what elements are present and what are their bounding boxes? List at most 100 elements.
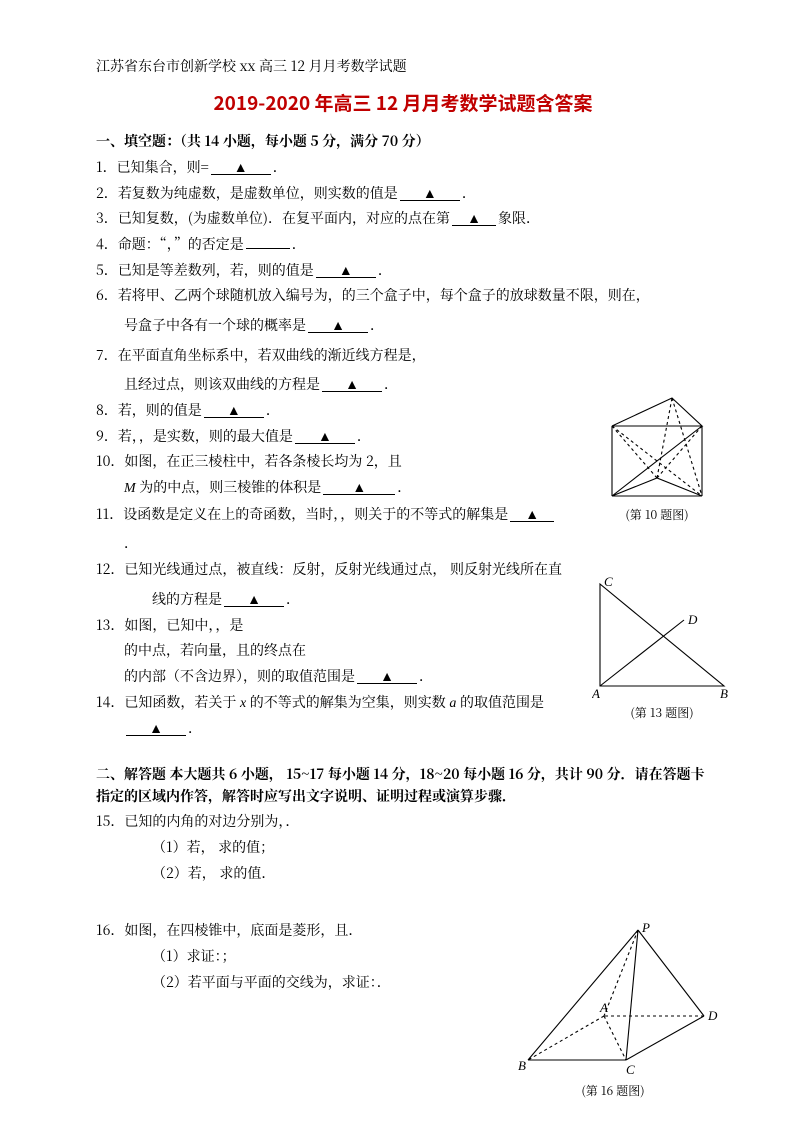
q1: 1．已知集合，则=▲． [96, 157, 710, 179]
q6b-text: 号盒子中各有一个球的概率是 [124, 315, 306, 335]
q7-line2: 且经过点，则该双曲线的方程是▲． [96, 374, 710, 396]
label-c: C [604, 576, 613, 589]
q5-blank: ▲ [316, 263, 376, 278]
q14-blank: ▲ [126, 721, 186, 736]
q10-blank: ▲ [323, 480, 395, 495]
q5-end: ． [378, 260, 392, 280]
q12a-text: 已知光线通过点，被直线：反射，反射光线通过点， 则反射光线所在直 [124, 559, 562, 579]
label-d2: D [707, 1008, 718, 1023]
q9-end: ． [357, 426, 371, 446]
label-p: P [641, 920, 650, 935]
label-d: D [687, 612, 698, 627]
figure-q13-caption: (第 13 题图) [592, 704, 732, 723]
q6-blank: ▲ [308, 318, 368, 333]
q11-end: ． [96, 533, 710, 555]
header-subtitle: 江苏省东台市创新学校 xx 高三 12 月月考数学试题 [96, 56, 710, 78]
q4-blank [246, 234, 290, 249]
q2: 2．若复数为纯虚数，是虚数单位，则实数的值是▲． [96, 183, 710, 205]
q3-blank: ▲ [452, 211, 496, 226]
blank-mark-icon: ▲ [423, 185, 437, 201]
q12-blank: ▲ [224, 592, 284, 607]
q10-m: M [124, 481, 136, 496]
blank-mark-icon: ▲ [234, 159, 248, 175]
q6b-end: ． [370, 315, 384, 335]
title-main: 2019-2020 年高三 12 月月考数学试题含答案 [96, 88, 710, 117]
blank-mark-icon: ▲ [380, 668, 394, 684]
section1-head: 一、填空题：（共 14 小题，每小题 5 分，满分 70 分） [96, 131, 710, 153]
q8-end: ． [266, 400, 280, 420]
blank-mark-icon: ▲ [345, 376, 359, 392]
blank-mark-icon: ▲ [525, 506, 539, 522]
q16a-text: 如图，在四棱锥中，底面是菱形，且． [124, 920, 362, 940]
q5: 5．已知是等差数列，若，则的值是▲． [96, 260, 710, 282]
q2-blank: ▲ [400, 186, 460, 201]
q14b-end: ． [188, 718, 202, 738]
page: 江苏省东台市创新学校 xx 高三 12 月月考数学试题 2019-2020 年高… [0, 0, 800, 1132]
figure-q16-caption: (第 16 题图) [508, 1082, 718, 1101]
blank-mark-icon: ▲ [339, 262, 353, 278]
label-b2: B [518, 1058, 526, 1073]
figure-q10: (第 10 题图) [602, 396, 712, 525]
q7b-text: 且经过点，则该双曲线的方程是 [124, 374, 320, 394]
label-b: B [720, 686, 728, 701]
q13c-text: 的内部（不含边界），则的取值范围是 [124, 666, 355, 686]
q14-blank-lead [546, 693, 590, 707]
q6a-text: 若将甲、乙两个球随机放入编号为，的三个盒子中，每个盒子的放球数量不限，则在， [118, 285, 650, 305]
blank-mark-icon: ▲ [227, 402, 241, 418]
label-a: A [592, 686, 600, 701]
q10b-end: ． [397, 477, 411, 497]
pyramid-icon: P A B C D [508, 920, 718, 1080]
q11-text: 设函数是定义在上的奇函数，当时，，则关于的不等式的解集是 [123, 504, 508, 524]
blank-mark-icon: ▲ [467, 210, 481, 226]
q14a-mid: 的不等式的解集为空集，则实数 [246, 692, 449, 712]
q3: 3．已知复数，(为虚数单位)．在复平面内，对应的点在第▲象限． [96, 208, 710, 230]
figure-q10-caption: (第 10 题图) [602, 506, 712, 525]
q13c-end: ． [419, 666, 433, 686]
section2-head: 二、解答题 本大题共 6 小题， 15~17 每小题 14 分，18~20 每小… [96, 764, 710, 807]
q10a-text: 如图，在正三棱柱中，若各条棱长均为 2，且 [124, 451, 401, 471]
q12b-end: ． [286, 589, 300, 609]
q12b-text: 线的方程是 [152, 589, 222, 609]
q4: 4．命题：“，”的否定是． [96, 234, 710, 256]
q8-blank: ▲ [204, 403, 264, 418]
triangle-icon: C D A B [592, 576, 732, 702]
q13b-text: 的中点，若向量，且的终点在 [124, 640, 306, 660]
q7-line1: 7．在平面直角坐标系中，若双曲线的渐近线方程是， [96, 345, 710, 367]
q10b-post: 为的中点，则三棱锥的体积是 [136, 477, 322, 497]
q3-text: 已知复数，(为虚数单位)．在复平面内，对应的点在第 [118, 208, 450, 228]
q7a-text: 在平面直角坐标系中，若双曲线的渐近线方程是， [118, 345, 426, 365]
q11-blank: ▲ [510, 507, 554, 522]
figure-q16: P A B C D (第 16 题图) [508, 920, 718, 1101]
q9-blank: ▲ [295, 429, 355, 444]
prism-icon [602, 396, 712, 504]
q15-sub1: （1）若， 求的值； [96, 837, 710, 859]
q4-end: ． [292, 234, 306, 254]
q13-blank: ▲ [357, 669, 417, 684]
q1-blank: ▲ [211, 160, 271, 175]
q1-end: ． [273, 157, 287, 177]
blank-mark-icon: ▲ [247, 591, 261, 607]
q9-text: 若，，是实数，则的最大值是 [118, 426, 293, 446]
q6-line1: 6．若将甲、乙两个球随机放入编号为，的三个盒子中，每个盒子的放球数量不限，则在， [96, 285, 710, 307]
q6-line2: 号盒子中各有一个球的概率是 ▲ ． [96, 315, 710, 337]
q1-text: 已知集合，则= [117, 157, 209, 177]
q15-sub2: （2）若， 求的值． [96, 863, 710, 885]
blank-mark-icon: ▲ [352, 479, 366, 495]
blank-mark-icon: ▲ [331, 317, 345, 333]
q13a-text: 如图，已知中，，是 [124, 615, 243, 635]
q15-line1: 15．已知的内角的对边分别为，． [96, 811, 710, 833]
q15a-text: 已知的内角的对边分别为，． [124, 811, 299, 831]
figure-q13: C D A B (第 13 题图) [592, 576, 732, 723]
q14a-pre: 已知函数，若关于 [124, 692, 240, 712]
q3-end: 象限． [498, 208, 540, 228]
blank-mark-icon: ▲ [149, 720, 163, 736]
q2-end: ． [462, 183, 476, 203]
q2-text: 若复数为纯虚数，是虚数单位，则实数的值是 [118, 183, 398, 203]
label-c2: C [626, 1062, 635, 1077]
q5-text: 已知是等差数列，若，则的值是 [118, 260, 314, 280]
q8-text: 若，则的值是 [118, 400, 202, 420]
q7-blank: ▲ [322, 377, 382, 392]
blank-mark-icon: ▲ [318, 428, 332, 444]
q4-text: 命题：“，”的否定是 [118, 234, 244, 254]
label-a2: A [599, 1000, 608, 1015]
